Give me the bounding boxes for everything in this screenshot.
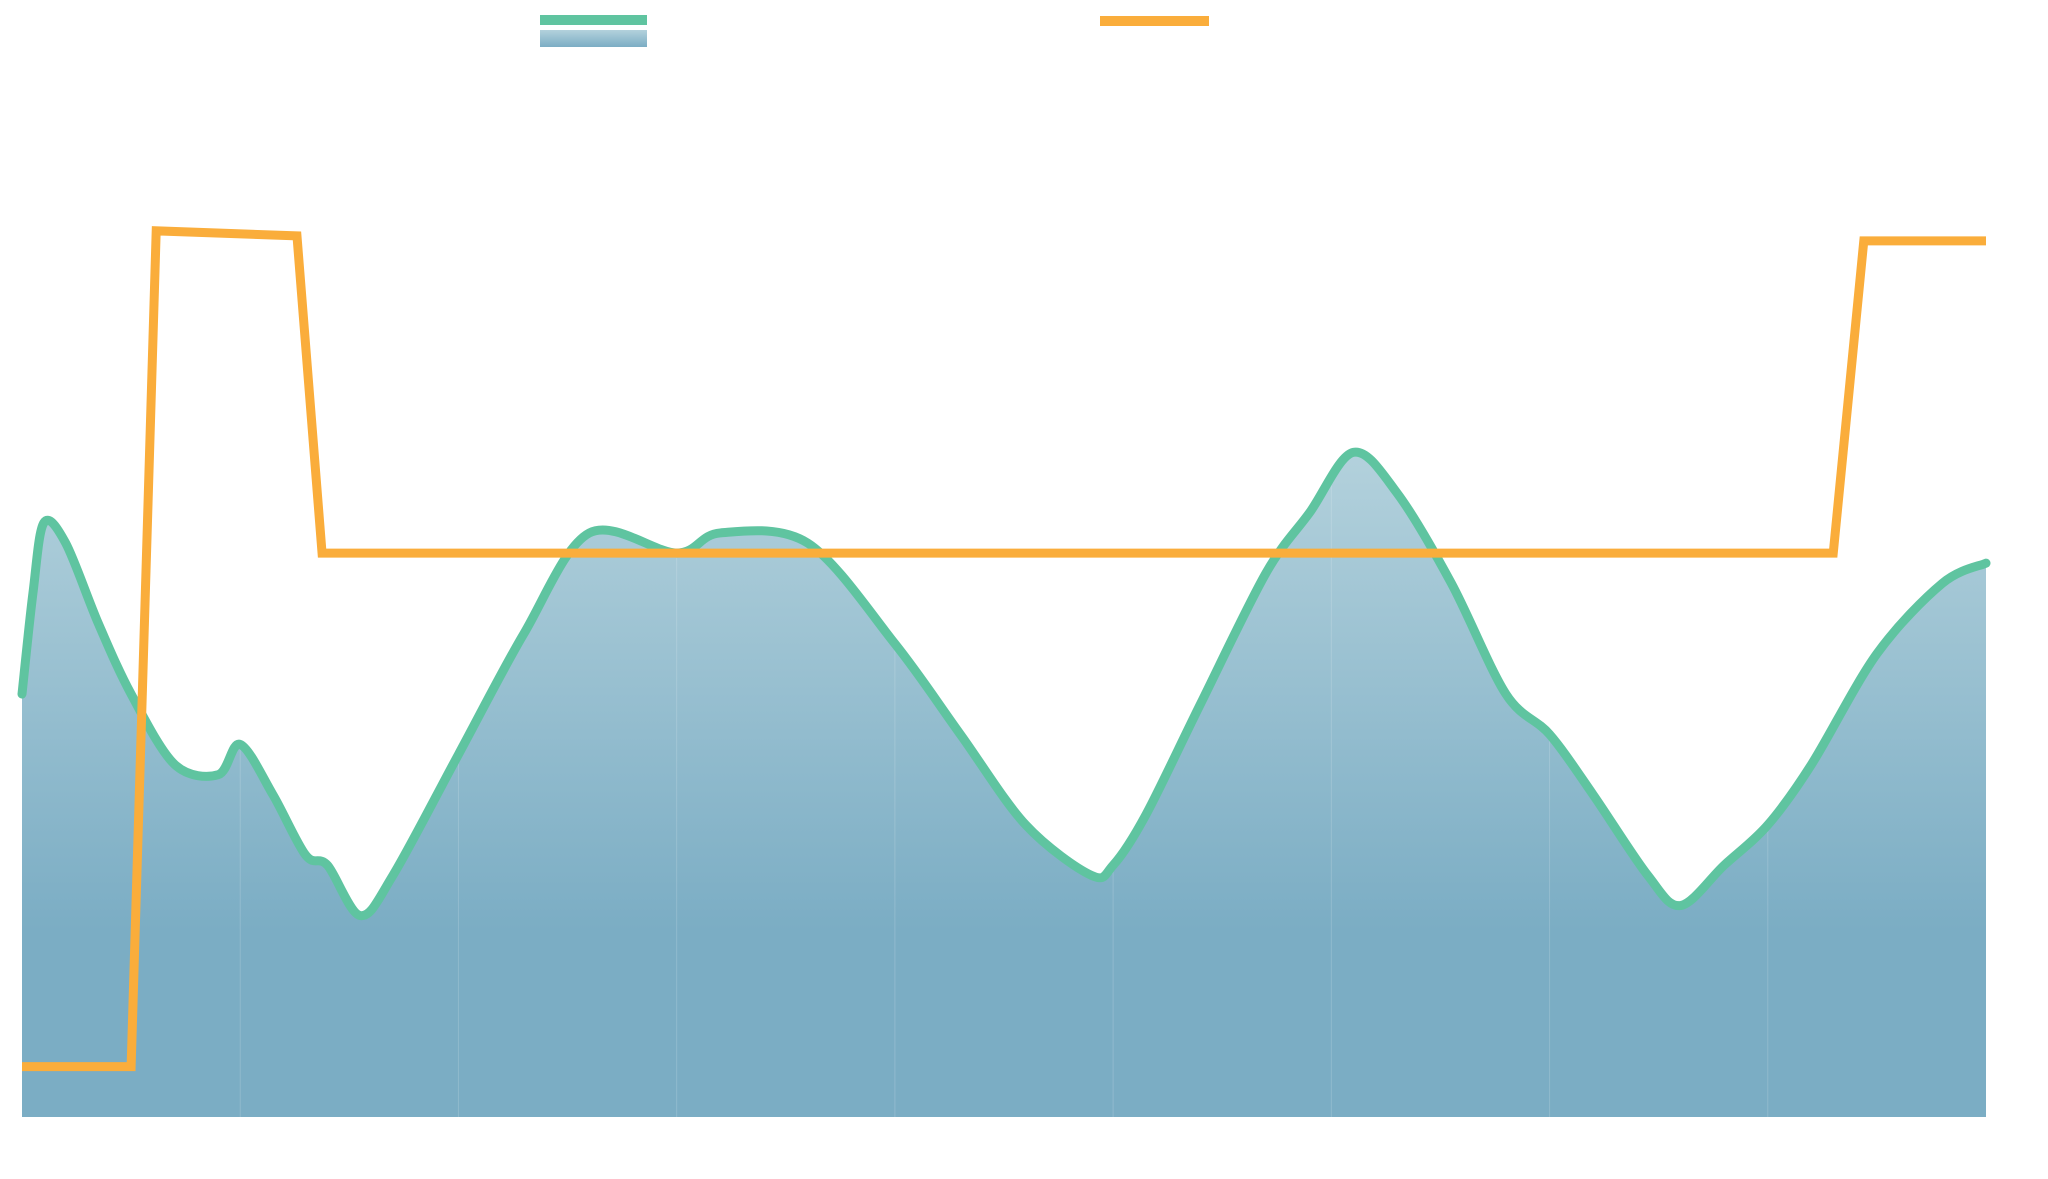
area-line bbox=[17, 447, 1991, 921]
step-series bbox=[22, 226, 1986, 1072]
step-line bbox=[22, 226, 1986, 1072]
legend-swatch-step-line bbox=[1100, 16, 1209, 26]
legend-swatch-area-fill bbox=[540, 30, 647, 47]
area-series bbox=[17, 110, 1991, 1117]
legend bbox=[540, 15, 1209, 47]
area-fill bbox=[22, 452, 1986, 1117]
legend-swatch-area-line bbox=[540, 15, 647, 25]
area-gridlines bbox=[239, 110, 1769, 1117]
